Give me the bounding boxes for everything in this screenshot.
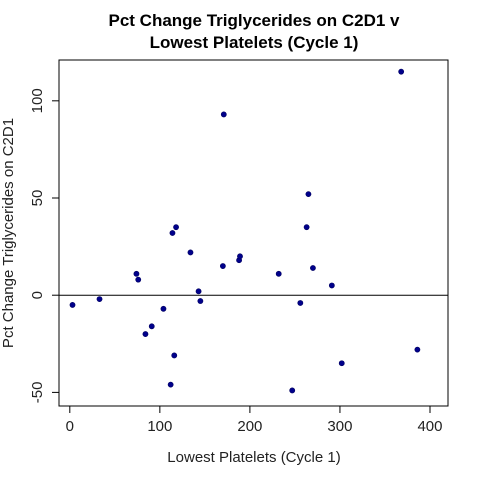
x-tick-label: 0	[66, 418, 74, 435]
data-point	[96, 296, 103, 302]
data-point	[414, 346, 421, 353]
data-points	[69, 68, 421, 394]
data-point	[148, 323, 155, 330]
x-tick-label: 100	[147, 418, 172, 435]
x-tick-label: 400	[417, 418, 442, 435]
data-point	[197, 298, 204, 304]
data-point	[275, 270, 282, 277]
y-tick-label: 50	[29, 190, 46, 207]
data-point	[237, 253, 243, 260]
y-tick-label: 0	[29, 291, 46, 299]
x-axis: 0 100 200 300 400	[66, 405, 443, 435]
x-axis-label: Lowest Platelets (Cycle 1)	[167, 449, 340, 466]
data-point	[169, 230, 176, 236]
data-point	[219, 263, 226, 269]
data-point	[167, 381, 174, 388]
data-point	[133, 270, 140, 277]
data-point	[398, 68, 405, 75]
data-point	[338, 360, 345, 367]
data-point	[173, 224, 179, 231]
data-point	[187, 249, 194, 256]
y-axis-label: Pct Change Triglycerides on C2D1	[0, 118, 17, 348]
plot-frame	[58, 59, 449, 407]
x-tick-label: 200	[237, 418, 262, 435]
data-point	[171, 352, 178, 359]
y-tick-label: -50	[29, 382, 46, 404]
y-tick-label: 100	[29, 88, 46, 113]
data-point	[135, 276, 142, 283]
data-point	[305, 191, 312, 198]
data-point	[160, 305, 167, 312]
data-point	[297, 300, 304, 306]
y-axis: -50 0 50 100	[29, 88, 60, 404]
data-point	[142, 331, 149, 337]
chart-title-line-2: Lowest Platelets (Cycle 1)	[150, 33, 359, 52]
data-point	[328, 282, 335, 289]
data-point	[220, 111, 227, 118]
data-point	[69, 302, 76, 308]
data-point	[195, 288, 202, 295]
data-point	[289, 387, 296, 394]
data-point	[303, 224, 310, 231]
data-point	[310, 265, 316, 271]
chart-title-line-1: Pct Change Triglycerides on C2D1 v	[109, 11, 401, 30]
x-tick-label: 300	[327, 418, 352, 435]
